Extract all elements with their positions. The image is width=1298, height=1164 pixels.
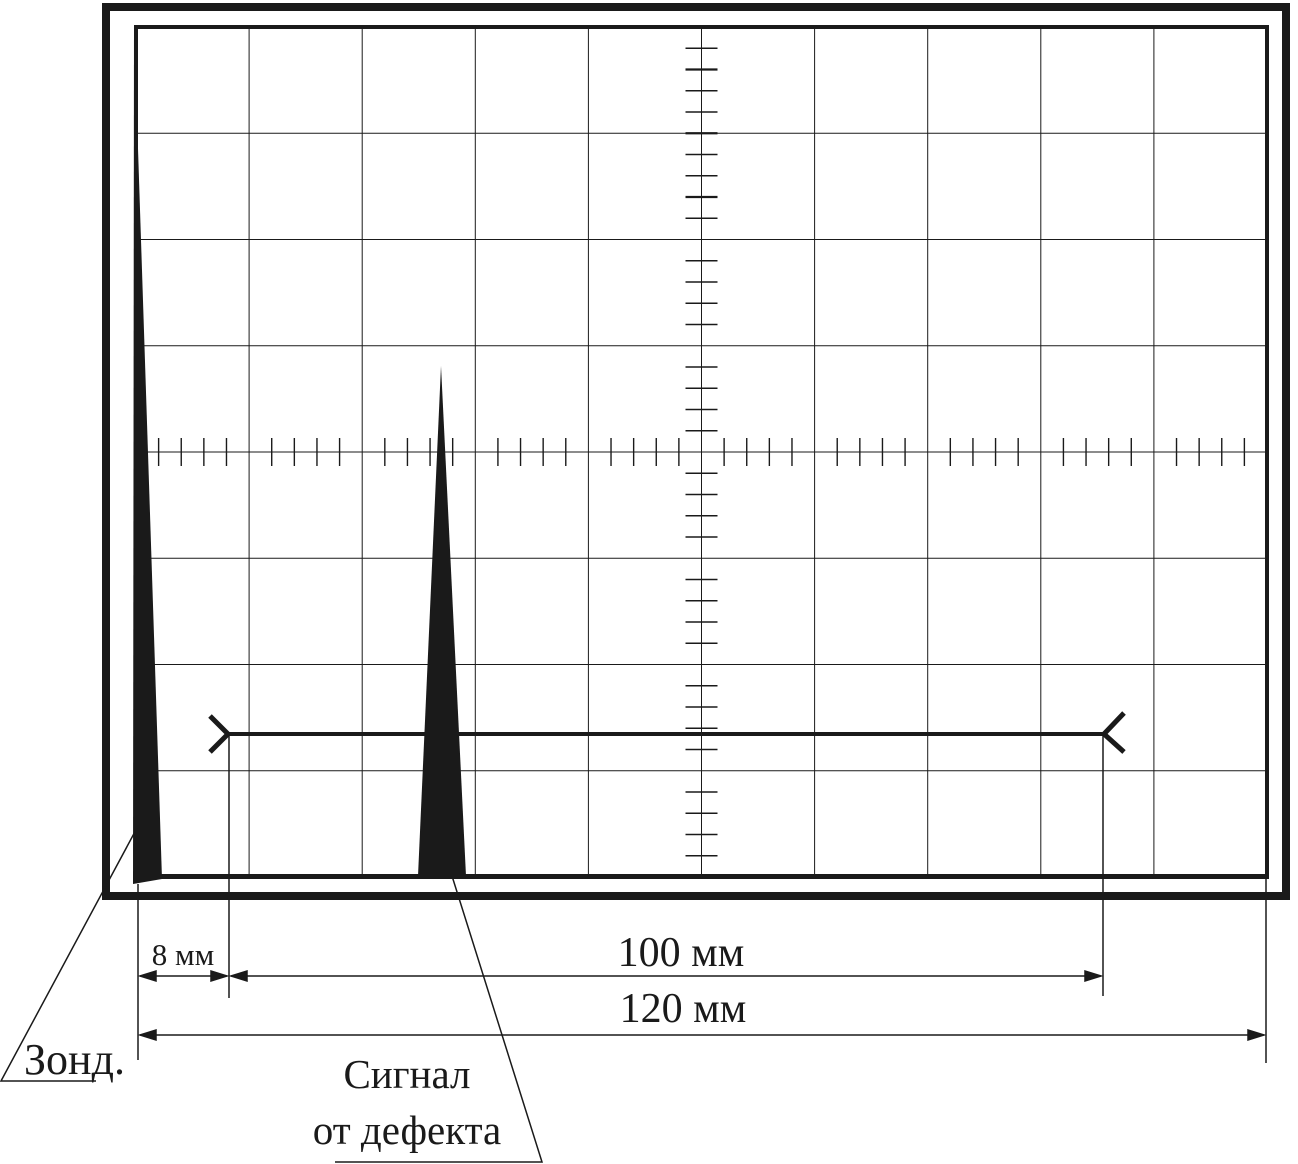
gate-right-marker <box>1100 711 1126 754</box>
total-span-label: 120 мм <box>620 986 747 1032</box>
gate-left-marker <box>208 714 232 754</box>
screen-outer-frame <box>102 3 1290 900</box>
inner-span-label: 100 мм <box>618 930 745 976</box>
gate-strobe <box>208 711 1126 754</box>
probe-label: Зонд. <box>24 1035 125 1084</box>
probe-pulse <box>133 27 162 884</box>
dimension-arrows <box>137 969 1267 1042</box>
screen-grid <box>136 27 1267 877</box>
gap-label: 8 мм <box>152 937 214 972</box>
defect-label-line1: Сигнал <box>343 1051 470 1097</box>
dimension-extension-lines <box>137 736 1267 1063</box>
center-axes <box>157 47 1246 857</box>
defect-label-line2: от дефекта <box>313 1107 501 1153</box>
probe-leader <box>0 827 138 1082</box>
defect-echo <box>418 366 466 876</box>
defect-leader <box>335 875 544 1163</box>
